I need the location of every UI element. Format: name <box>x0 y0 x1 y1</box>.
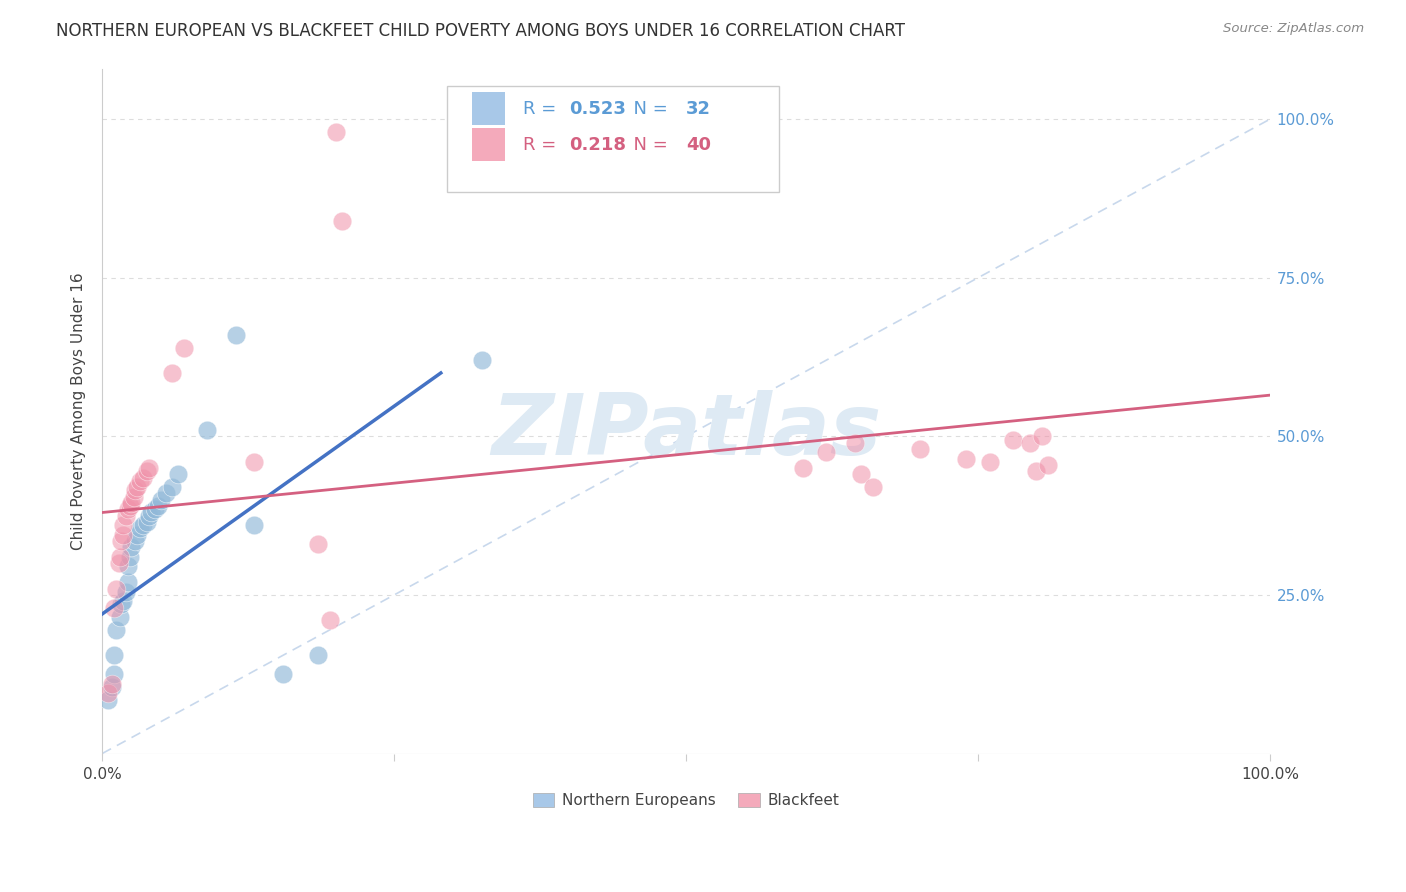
Point <box>117 559 139 574</box>
Point <box>225 327 247 342</box>
Point <box>173 341 195 355</box>
Point <box>138 508 160 523</box>
Point <box>103 600 125 615</box>
Point <box>120 499 142 513</box>
Point <box>112 518 135 533</box>
Point <box>110 598 132 612</box>
Point <box>792 461 814 475</box>
Point <box>120 541 142 555</box>
Point <box>127 527 149 541</box>
Point <box>955 451 977 466</box>
Point <box>844 435 866 450</box>
Point <box>149 492 172 507</box>
Point <box>862 480 884 494</box>
Point <box>243 518 266 533</box>
Point <box>135 464 157 478</box>
Point <box>107 556 129 570</box>
Text: NORTHERN EUROPEAN VS BLACKFEET CHILD POVERTY AMONG BOYS UNDER 16 CORRELATION CHA: NORTHERN EUROPEAN VS BLACKFEET CHILD POV… <box>56 22 905 40</box>
Point <box>120 549 142 564</box>
Point <box>132 470 155 484</box>
Point <box>325 125 347 139</box>
Point <box>148 499 170 513</box>
Text: ZIPatlas: ZIPatlas <box>491 390 882 473</box>
Text: 0.218: 0.218 <box>569 136 626 153</box>
Point <box>815 445 838 459</box>
Point <box>307 537 329 551</box>
Point <box>271 667 294 681</box>
Point <box>97 692 120 706</box>
Text: N =: N = <box>621 100 673 118</box>
Point <box>124 483 146 498</box>
FancyBboxPatch shape <box>472 93 505 126</box>
Point <box>112 594 135 608</box>
Text: 32: 32 <box>686 100 711 118</box>
Text: 40: 40 <box>686 136 711 153</box>
Point <box>141 506 163 520</box>
Legend: Northern Europeans, Blackfeet: Northern Europeans, Blackfeet <box>527 787 845 814</box>
Text: 0.523: 0.523 <box>569 100 626 118</box>
Point <box>97 686 120 700</box>
Point <box>319 613 342 627</box>
Point <box>1025 464 1047 478</box>
Point <box>979 455 1001 469</box>
Point <box>105 623 128 637</box>
Point <box>135 515 157 529</box>
Point <box>307 648 329 663</box>
Point <box>155 486 177 500</box>
Point <box>108 610 131 624</box>
Point <box>120 496 142 510</box>
Point <box>471 353 494 368</box>
Point <box>162 366 184 380</box>
Point <box>330 213 353 227</box>
Point <box>112 527 135 541</box>
Point <box>110 534 132 549</box>
Text: N =: N = <box>621 136 673 153</box>
Point <box>1019 435 1042 450</box>
Point <box>1001 433 1024 447</box>
Point <box>162 480 184 494</box>
Point <box>114 508 136 523</box>
Point <box>1036 458 1059 472</box>
Point <box>124 534 146 549</box>
Point <box>243 455 266 469</box>
Y-axis label: Child Poverty Among Boys Under 16: Child Poverty Among Boys Under 16 <box>72 272 86 549</box>
Point <box>128 521 150 535</box>
FancyBboxPatch shape <box>472 128 505 161</box>
Point <box>128 474 150 488</box>
Point <box>167 467 190 482</box>
Point <box>908 442 931 456</box>
Point <box>108 549 131 564</box>
Text: R =: R = <box>523 100 561 118</box>
Point <box>117 502 139 516</box>
Point <box>849 467 872 482</box>
Point <box>100 677 122 691</box>
Point <box>100 680 122 694</box>
Point <box>195 423 218 437</box>
Text: Source: ZipAtlas.com: Source: ZipAtlas.com <box>1223 22 1364 36</box>
Point <box>127 480 149 494</box>
Point <box>1031 429 1053 443</box>
Point <box>103 667 125 681</box>
FancyBboxPatch shape <box>447 86 779 192</box>
Point <box>132 518 155 533</box>
Text: R =: R = <box>523 136 561 153</box>
Point <box>103 648 125 663</box>
Point <box>105 582 128 596</box>
Point <box>117 575 139 590</box>
Point <box>138 461 160 475</box>
Point <box>114 584 136 599</box>
Point <box>143 502 166 516</box>
Point <box>122 490 145 504</box>
